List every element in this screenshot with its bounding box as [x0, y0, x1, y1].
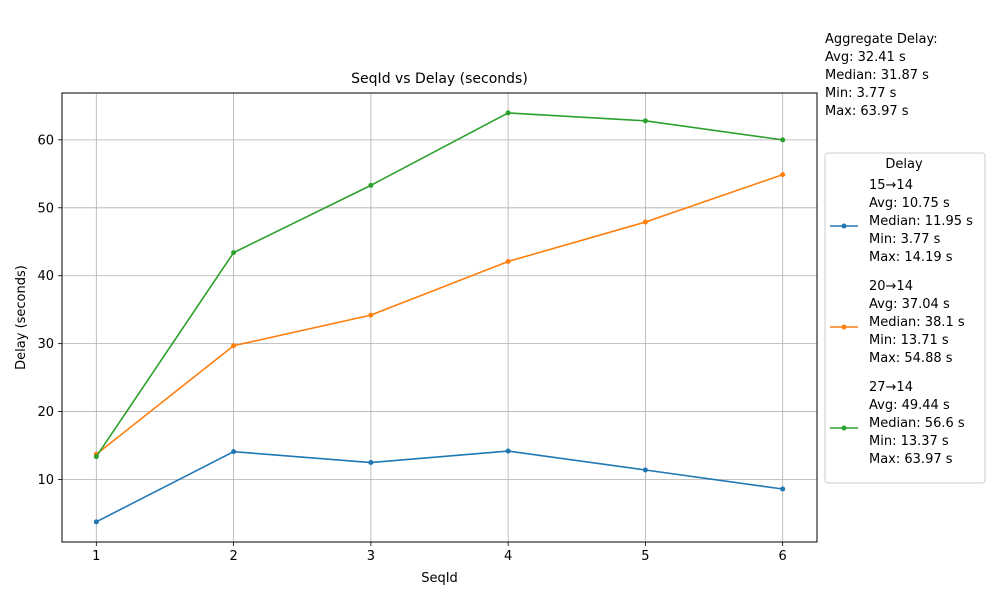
- legend-entry-text: Median: 56.6 s: [869, 416, 965, 431]
- legend-entry-text: 27→14: [869, 380, 913, 395]
- x-tick-label: 3: [367, 549, 375, 564]
- legend-entry-text: Min: 13.71 s: [869, 333, 949, 348]
- y-axis-label: Delay (seconds): [14, 265, 29, 370]
- data-point: [231, 449, 237, 455]
- legend-entry-text: Median: 11.95 s: [869, 214, 973, 229]
- legend-entry-text: 15→14: [869, 178, 913, 193]
- aggregate-title: Aggregate Delay:: [825, 32, 938, 47]
- series-layer: [93, 110, 786, 525]
- y-tick-label: 60: [37, 133, 54, 148]
- series-line: [95, 173, 783, 455]
- data-point: [368, 182, 374, 188]
- chart-title: SeqId vs Delay (seconds): [351, 71, 528, 87]
- y-tick-label: 50: [37, 201, 54, 216]
- legend-entry-text: Max: 14.19 s: [869, 250, 953, 265]
- plot-area-frame: [61, 92, 818, 543]
- data-point: [780, 137, 786, 143]
- legend-entry-text: Min: 13.37 s: [869, 434, 949, 449]
- data-point: [505, 258, 511, 264]
- y-tick-label: 20: [37, 405, 54, 420]
- data-point: [642, 467, 648, 473]
- data-point: [780, 486, 786, 492]
- x-axis-label: SeqId: [421, 571, 458, 586]
- data-point: [93, 454, 99, 460]
- data-point: [368, 460, 374, 466]
- x-tick-label: 4: [504, 549, 512, 564]
- legend-swatch-marker: [841, 425, 847, 431]
- y-tick-label: 40: [37, 269, 54, 284]
- data-point: [642, 118, 648, 124]
- x-tick-label: 2: [229, 549, 237, 564]
- legend: Delay 15→14 Avg: 10.75 s Median: 11.95 s Mi…: [824, 152, 986, 484]
- legend-entry-text: Avg: 49.44 s: [869, 398, 950, 413]
- data-point: [780, 172, 786, 178]
- data-point: [505, 448, 511, 454]
- legend-title: Delay: [885, 157, 923, 172]
- y-tick-label: 30: [37, 337, 54, 352]
- legend-entry-text: Max: 54.88 s: [869, 351, 953, 366]
- data-point: [93, 519, 99, 525]
- legend-swatch-marker: [841, 324, 847, 330]
- series-line: [95, 112, 783, 458]
- data-point: [231, 343, 237, 349]
- ticks: 1 2 3 4 5 6 10 20 30 40 50 60: [37, 133, 786, 564]
- data-point: [642, 219, 648, 225]
- legend-entry-text: Max: 63.97 s: [869, 452, 953, 467]
- x-tick-label: 6: [779, 549, 787, 564]
- legend-entry-text: Min: 3.77 s: [869, 232, 941, 247]
- legend-entry-text: Avg: 37.04 s: [869, 297, 950, 312]
- aggregate-delay-summary: Aggregate Delay: Avg: 32.41 s Median: 31…: [825, 31, 938, 121]
- x-tick-label: 5: [641, 549, 649, 564]
- grid: [62, 93, 817, 542]
- legend-swatch-marker: [841, 223, 847, 229]
- aggregate-median: Median: 31.87 s: [825, 68, 929, 83]
- data-point: [368, 312, 374, 318]
- legend-entry-text: 20→14: [869, 279, 913, 294]
- legend-entry-text: Avg: 10.75 s: [869, 196, 950, 211]
- series-line: [95, 450, 783, 523]
- aggregate-avg: Avg: 32.41 s: [825, 50, 906, 65]
- y-tick-label: 10: [37, 473, 54, 488]
- legend-frame: [824, 152, 986, 484]
- aggregate-max: Max: 63.97 s: [825, 104, 909, 119]
- legend-entry-text: Median: 38.1 s: [869, 315, 965, 330]
- data-point: [231, 250, 237, 256]
- data-point: [505, 110, 511, 116]
- x-tick-label: 1: [92, 549, 100, 564]
- aggregate-min: Min: 3.77 s: [825, 86, 897, 101]
